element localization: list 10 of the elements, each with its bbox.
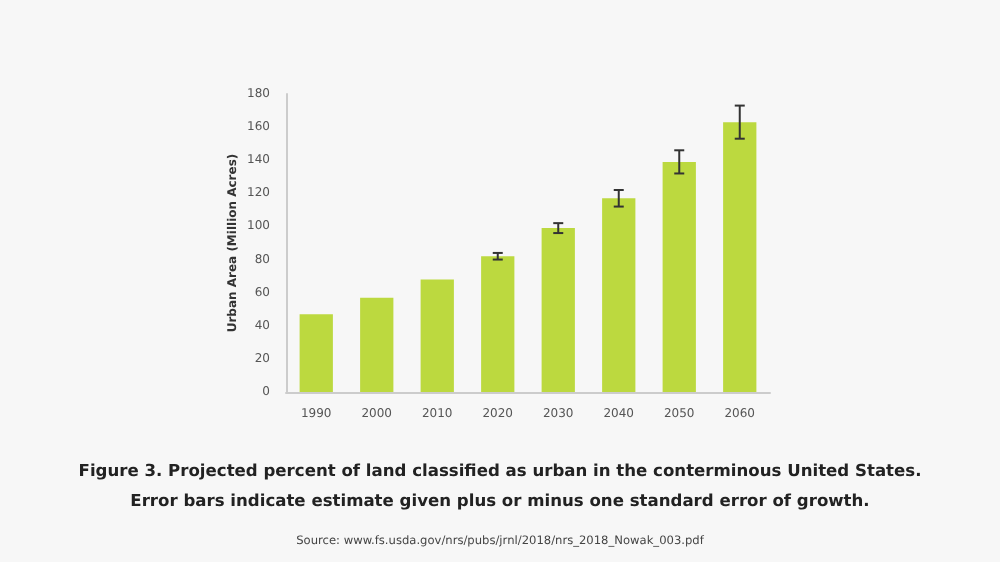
text: Error bars indicate estimate given plus or minus one standard error of growth. (130, 490, 870, 510)
bar (723, 122, 757, 392)
bar (360, 297, 394, 392)
text: Figure 3. Projected percent of land classified as urban in the conterminous United States. (78, 460, 922, 480)
bar (420, 279, 454, 392)
bar (299, 314, 333, 392)
bar (602, 198, 636, 392)
bar (541, 228, 575, 392)
bar (662, 161, 696, 392)
bar (481, 256, 515, 392)
